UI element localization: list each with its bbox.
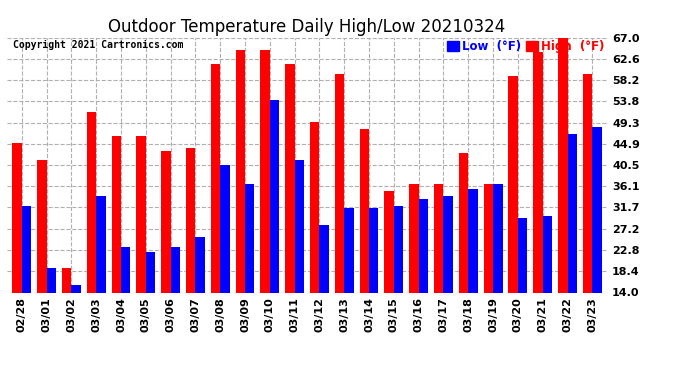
Bar	[419, 199, 428, 292]
Bar	[409, 184, 419, 292]
Bar	[22, 206, 31, 292]
Bar	[37, 160, 47, 292]
Bar	[567, 134, 577, 292]
Bar	[583, 74, 592, 292]
Bar	[335, 74, 344, 292]
Title: Outdoor Temperature Daily High/Low 20210324: Outdoor Temperature Daily High/Low 20210…	[108, 18, 506, 36]
Bar	[170, 247, 180, 292]
Bar	[96, 196, 106, 292]
Bar	[235, 50, 245, 292]
Bar	[543, 216, 552, 292]
Bar	[509, 76, 518, 292]
Bar	[493, 184, 502, 292]
Bar	[469, 189, 477, 292]
Bar	[146, 252, 155, 292]
Bar	[484, 184, 493, 292]
Bar	[112, 136, 121, 292]
Bar	[369, 208, 379, 292]
Bar	[270, 100, 279, 292]
Bar	[434, 184, 444, 292]
Bar	[310, 122, 319, 292]
Bar	[121, 247, 130, 292]
Bar	[444, 196, 453, 292]
Bar	[394, 206, 403, 292]
Bar	[62, 268, 71, 292]
Bar	[285, 64, 295, 292]
Bar	[295, 160, 304, 292]
Bar	[592, 126, 602, 292]
Bar	[359, 129, 369, 292]
Bar	[161, 151, 170, 292]
Bar	[344, 208, 354, 292]
Bar	[245, 184, 255, 292]
Bar	[533, 52, 543, 292]
Bar	[459, 153, 469, 292]
Bar	[195, 237, 205, 292]
Bar	[558, 38, 567, 292]
Bar	[12, 143, 22, 292]
Bar	[319, 225, 329, 292]
Bar	[518, 218, 527, 292]
Text: Copyright 2021 Cartronics.com: Copyright 2021 Cartronics.com	[13, 40, 184, 50]
Bar	[137, 136, 146, 292]
Legend: Low  (°F), High  (°F): Low (°F), High (°F)	[447, 40, 605, 53]
Bar	[47, 268, 56, 292]
Bar	[71, 285, 81, 292]
Bar	[384, 192, 394, 292]
Bar	[87, 112, 96, 292]
Bar	[211, 64, 220, 292]
Bar	[186, 148, 195, 292]
Bar	[220, 165, 230, 292]
Bar	[260, 50, 270, 292]
